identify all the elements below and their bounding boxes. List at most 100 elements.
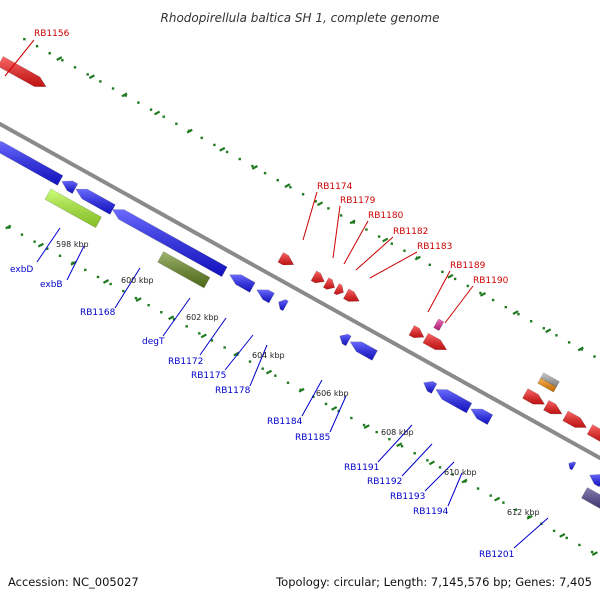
track-dot (48, 52, 51, 55)
kbp-tick (363, 424, 370, 429)
kbp-tick (512, 310, 519, 315)
label-leader-line (4, 39, 35, 77)
kbp-labels: 598 kbp 600 kbp 602 kbp 604 kbp 606 kbp … (56, 240, 540, 517)
gene-rb1191[interactable] (423, 381, 438, 394)
track-dot (441, 270, 444, 274)
gene-rb1179[interactable] (310, 270, 325, 284)
gene-label-rb1190[interactable]: RB1190 (473, 276, 509, 286)
kbp-tick (186, 128, 193, 134)
gene-rb1172[interactable] (229, 274, 256, 293)
gene-label-rb1189[interactable]: RB1189 (450, 261, 486, 271)
gene-label-rb1184[interactable]: RB1184 (267, 417, 303, 427)
feature-purple[interactable] (581, 487, 600, 513)
label-leader-line (36, 227, 61, 263)
kbp-tick (447, 273, 454, 279)
track-dot (172, 318, 176, 321)
gene-rb1184[interactable] (339, 333, 352, 347)
gene-label-rb1185[interactable]: RB1185 (295, 433, 330, 443)
gene-label-rb1168[interactable]: RB1168 (80, 308, 116, 318)
gene-label-rb1175[interactable]: RB1175 (191, 371, 226, 381)
kbp-label: 612 kbp (507, 508, 540, 517)
gene-rb1168[interactable] (112, 209, 228, 278)
label-leaders (4, 39, 549, 549)
kbp-label: 600 kbp (121, 276, 154, 285)
gene-rb1194[interactable] (568, 461, 577, 471)
gene-rb1200[interactable] (589, 474, 600, 488)
genome-backbone (0, 122, 600, 460)
gene-rb1196[interactable] (543, 399, 563, 415)
gene-rb1193[interactable] (470, 408, 494, 425)
label-leader-line (355, 236, 394, 271)
track-dot (466, 284, 469, 288)
track-dot (175, 122, 178, 125)
gene-label-rb1179[interactable]: RB1179 (340, 196, 376, 206)
gene-rb1195[interactable] (522, 388, 546, 405)
gene-label-exbd[interactable]: exbD (10, 265, 33, 275)
feature-gray[interactable] (540, 372, 560, 388)
gene-label-rb1193[interactable]: RB1193 (390, 492, 425, 502)
gene-rb1175[interactable] (256, 289, 275, 304)
gene-label-rb1201[interactable]: RB1201 (479, 550, 514, 560)
gene-label-rb1156[interactable]: RB1156 (34, 29, 70, 39)
label-leader-line (424, 461, 455, 492)
kbp-tick (526, 514, 533, 520)
feature-orange[interactable] (537, 377, 557, 393)
gene-label-rb1172[interactable]: RB1172 (168, 357, 203, 367)
kbp-tick (153, 110, 161, 116)
label-leader-line (199, 317, 227, 356)
label-leader-line (162, 297, 191, 337)
gene-rb1197[interactable] (562, 410, 587, 428)
kbp-tick (102, 279, 110, 284)
gene-rb1198[interactable] (586, 424, 600, 442)
gene-label-rb1180[interactable]: RB1180 (368, 211, 404, 221)
gene-rb1174[interactable] (277, 252, 295, 266)
label-leader-line (66, 245, 85, 281)
gene-rb1192[interactable] (435, 389, 473, 414)
gene-label-degt[interactable]: degT (142, 337, 165, 347)
gene-label-rb1178[interactable]: RB1178 (215, 386, 251, 396)
gene-label-rb1183[interactable]: RB1183 (417, 242, 452, 252)
track-dot (400, 445, 404, 448)
gene-rb1180[interactable] (322, 277, 336, 290)
track-dot (58, 254, 62, 258)
track-dot (223, 346, 226, 349)
track-dot (147, 303, 150, 307)
kbp-tick (545, 328, 552, 334)
gene-label-rb1191[interactable]: RB1191 (344, 463, 379, 473)
kbp-tick (121, 92, 128, 98)
gene-exbb[interactable] (61, 180, 79, 194)
kbp-label: 608 kbp (381, 428, 414, 437)
gene-rb1185[interactable] (349, 341, 378, 361)
gene-label-rb1192[interactable]: RB1192 (367, 477, 402, 487)
kbp-tick (559, 533, 566, 538)
gene-rb1189a[interactable] (408, 325, 425, 339)
gene-label-rb1174[interactable]: RB1174 (317, 182, 353, 192)
track-dot (312, 395, 315, 399)
label-leader-line (114, 267, 141, 309)
track-dot (198, 332, 201, 335)
label-leader-line (401, 443, 433, 477)
kbp-tick (219, 146, 226, 152)
track-dot (362, 423, 366, 427)
gene-exbd[interactable] (0, 141, 64, 186)
label-leader-line (302, 191, 318, 241)
track-dot (276, 178, 279, 182)
feature-light-green[interactable] (44, 188, 102, 229)
gene-label-rb1194[interactable]: RB1194 (413, 507, 449, 517)
gene-rb1178[interactable] (278, 299, 289, 312)
feature-rna[interactable] (433, 318, 445, 331)
gene-rb1183[interactable] (343, 288, 360, 302)
gene-label-rb1182[interactable]: RB1182 (393, 227, 428, 237)
track-dot (46, 247, 49, 250)
feature-degt-olive[interactable] (157, 251, 211, 289)
gene-rb1160[interactable] (75, 188, 116, 215)
gene-rb1182[interactable] (333, 283, 344, 296)
kbp-tick (70, 260, 77, 266)
track-dot (324, 402, 328, 406)
gene-rb1156[interactable] (0, 56, 47, 87)
gene-label-exbb[interactable]: exbB (40, 280, 63, 290)
kbp-tick (396, 442, 403, 448)
track-dot (286, 381, 290, 384)
gene-rb1190[interactable] (422, 332, 448, 351)
label-leader-line (224, 334, 254, 371)
